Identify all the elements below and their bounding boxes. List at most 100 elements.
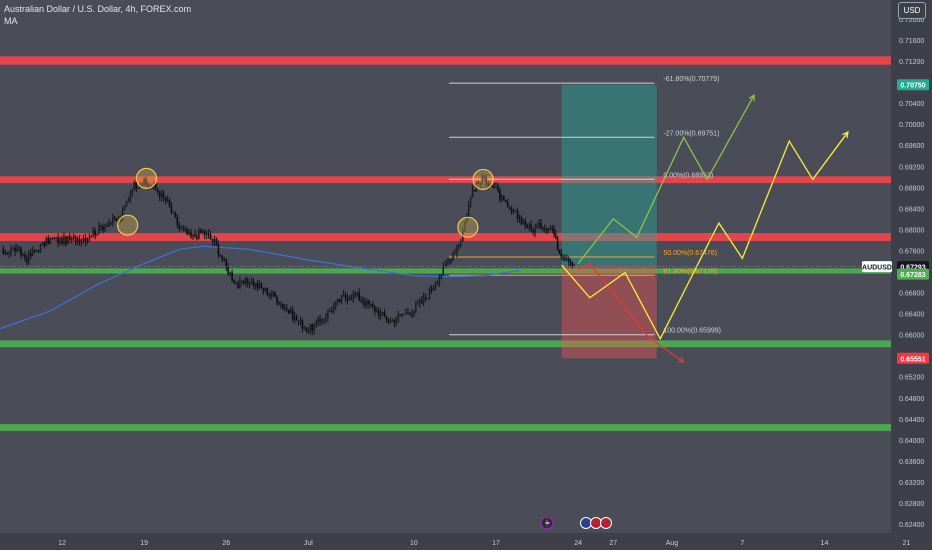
moving-average-line bbox=[0, 245, 520, 330]
candle-body bbox=[172, 212, 175, 214]
y-tick-label: 0.72000 bbox=[899, 17, 924, 24]
fib-level-label: -27.00%(0.69751) bbox=[663, 130, 719, 137]
candle-body bbox=[196, 236, 198, 239]
candle-body bbox=[313, 324, 315, 331]
candle-body bbox=[61, 238, 63, 245]
candle-body bbox=[45, 238, 48, 247]
candle-body bbox=[422, 297, 425, 303]
candle-body bbox=[24, 255, 26, 258]
projection-path bbox=[577, 262, 685, 363]
event-flag-us-icon-2[interactable] bbox=[600, 517, 612, 529]
candle-body bbox=[391, 320, 394, 322]
candle-body bbox=[430, 288, 433, 291]
candle-body bbox=[211, 239, 214, 242]
y-tick-label: 0.65200 bbox=[899, 375, 924, 382]
candle-body bbox=[555, 234, 557, 237]
y-tick-label: 0.69600 bbox=[899, 143, 924, 150]
candle-body bbox=[481, 175, 484, 183]
indicator-label-ma[interactable]: MA bbox=[4, 16, 18, 26]
candle-body bbox=[198, 230, 200, 239]
candle-body bbox=[188, 232, 190, 235]
candle-body bbox=[4, 253, 7, 255]
price-label-box bbox=[862, 261, 892, 273]
x-axis-layer: 12 19 26 Jul 10 17 24 27 Aug 7 14 21 bbox=[58, 540, 910, 547]
candle-body bbox=[524, 221, 527, 226]
events-layer[interactable] bbox=[540, 516, 612, 530]
candle-body bbox=[538, 222, 540, 227]
candle-body bbox=[375, 310, 378, 312]
candle-body bbox=[395, 319, 398, 323]
event-flag-au-icon[interactable] bbox=[580, 517, 592, 529]
candle-body bbox=[493, 186, 495, 188]
candle-body bbox=[184, 229, 186, 231]
candle-body bbox=[401, 314, 403, 316]
candle-body bbox=[160, 192, 163, 197]
candle-body bbox=[155, 184, 157, 189]
candle-body bbox=[551, 228, 554, 230]
candle-body bbox=[473, 189, 476, 192]
candle-body bbox=[143, 179, 145, 186]
candle-body bbox=[487, 183, 489, 186]
candle-body bbox=[426, 298, 429, 300]
candle-body bbox=[141, 185, 143, 187]
candle-body bbox=[31, 250, 34, 256]
y-tick-label: 0.67600 bbox=[899, 248, 924, 255]
candle-body bbox=[284, 307, 286, 309]
candle-body bbox=[569, 261, 572, 263]
price-label-text: 0.67293 bbox=[900, 265, 925, 272]
x-tick-label: 7 bbox=[740, 540, 744, 547]
event-flag-us-icon[interactable] bbox=[590, 517, 602, 529]
currency-button[interactable]: USD bbox=[898, 2, 926, 19]
candle-body bbox=[299, 320, 302, 322]
symbol-title[interactable]: Australian Dollar / U.S. Dollar, 4h, FOR… bbox=[4, 4, 192, 14]
x-tick-label: 21 bbox=[903, 540, 911, 547]
y-tick-label: 0.64800 bbox=[899, 396, 924, 403]
candle-body bbox=[446, 262, 448, 265]
highlight-circle bbox=[472, 168, 494, 191]
candle-body bbox=[264, 288, 267, 291]
candle-body bbox=[176, 217, 179, 226]
candle-body bbox=[432, 288, 435, 291]
candle-body bbox=[409, 313, 411, 316]
candle-body bbox=[346, 297, 349, 300]
projections-layer bbox=[561, 94, 849, 363]
candle-body bbox=[63, 236, 65, 245]
candle-body bbox=[516, 211, 519, 219]
candle-body bbox=[325, 317, 327, 319]
x-tick-label: 14 bbox=[821, 540, 829, 547]
fib-level-label: 100.00%(0.65999) bbox=[663, 328, 721, 335]
candle-body bbox=[424, 297, 427, 299]
candle-body bbox=[553, 228, 555, 235]
y-tick-label: 0.63600 bbox=[899, 459, 924, 466]
y-tick-label: 0.71200 bbox=[899, 59, 924, 66]
y-tick-label: 0.63200 bbox=[899, 480, 924, 487]
candle-body bbox=[397, 314, 400, 320]
candle-body bbox=[194, 234, 196, 237]
candle-body bbox=[573, 264, 575, 266]
candle-body bbox=[239, 281, 241, 289]
position-loss-zone bbox=[561, 265, 657, 359]
candle-body bbox=[417, 303, 419, 305]
candle-body bbox=[133, 182, 136, 190]
candle-body bbox=[69, 236, 71, 240]
position-profit-zone bbox=[561, 84, 657, 266]
candle-body bbox=[246, 278, 249, 284]
candle-body bbox=[522, 221, 525, 224]
candle-body bbox=[293, 316, 296, 320]
x-tick-label: 10 bbox=[410, 540, 418, 547]
candle-body bbox=[456, 246, 458, 253]
highlight-circle bbox=[135, 167, 158, 189]
candle-body bbox=[465, 216, 468, 223]
candle-body bbox=[571, 261, 574, 266]
candle-body bbox=[315, 321, 317, 325]
candle-body bbox=[434, 285, 437, 289]
candle-body bbox=[53, 237, 55, 239]
y-tick-label: 0.66000 bbox=[899, 333, 924, 340]
candle-body bbox=[137, 188, 140, 190]
candle-body bbox=[131, 189, 134, 193]
candle-body bbox=[291, 309, 294, 320]
candle-body bbox=[49, 237, 52, 244]
candle-body bbox=[55, 237, 57, 239]
candle-body bbox=[119, 217, 122, 221]
